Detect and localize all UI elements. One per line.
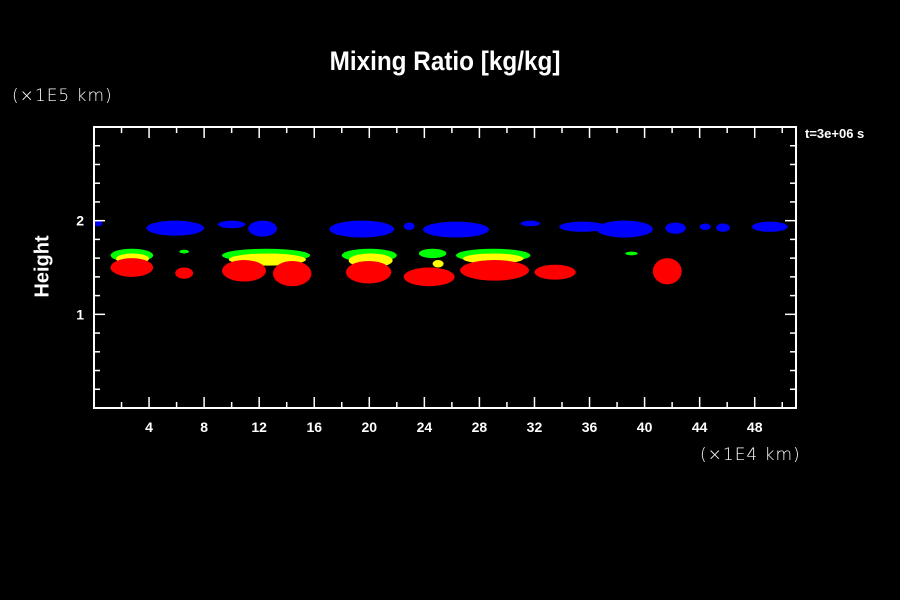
x-tick-label: 20	[362, 419, 378, 435]
x-tick-label: 32	[527, 419, 543, 435]
contour-region-blue	[520, 220, 540, 227]
contour-region-blue	[248, 220, 278, 237]
contour-region-blue	[217, 220, 246, 229]
x-tick-label: 44	[692, 419, 708, 435]
contour-region-blue	[146, 220, 205, 236]
plot-frame	[93, 126, 797, 409]
x-tick-label: 48	[747, 419, 763, 435]
contour-region-green	[179, 249, 189, 254]
contour-region-red	[272, 260, 312, 287]
x-unit-label: (×1E4 km)	[700, 445, 801, 465]
contour-region-blue	[716, 223, 730, 232]
y-tick-label: 2	[76, 213, 84, 229]
contour-region-red	[652, 258, 682, 285]
contour-region-red	[460, 260, 529, 281]
contour-region-yellow	[432, 260, 444, 268]
contour-region-blue	[699, 223, 711, 231]
x-tick-label: 40	[637, 419, 653, 435]
chart-title: Mixing Ratio [kg/kg]	[329, 46, 561, 76]
x-tick-label: 36	[582, 419, 598, 435]
x-tick-label: 4	[145, 419, 153, 435]
contour-region-blue	[329, 220, 395, 238]
contour-region-red	[534, 264, 576, 280]
contour-region-blue	[422, 221, 490, 238]
contour-region-red	[110, 258, 154, 277]
x-tick-label: 8	[200, 419, 208, 435]
y-unit-label: (×1E5 km)	[12, 86, 113, 106]
contour-region-blue	[751, 221, 788, 232]
contour-region-blue	[596, 220, 653, 238]
x-tick-label: 16	[306, 419, 322, 435]
contour-region-blue	[403, 222, 415, 231]
contour-region-red	[222, 260, 267, 282]
contour-region-blue	[94, 220, 103, 227]
contour-region-blue	[665, 222, 686, 234]
contour-region-red	[345, 260, 392, 284]
contour-region-red	[403, 267, 455, 287]
y-tick-label: 1	[76, 306, 84, 322]
x-tick-label: 28	[472, 419, 488, 435]
x-tick-label: 24	[417, 419, 433, 435]
time-annotation: t=3e+06 s	[805, 126, 865, 141]
contour-region-green	[625, 251, 638, 256]
contour-region-blue	[559, 221, 607, 232]
contour-region-green	[418, 248, 447, 259]
x-tick-label: 12	[251, 419, 267, 435]
contour-region-red	[175, 267, 194, 279]
